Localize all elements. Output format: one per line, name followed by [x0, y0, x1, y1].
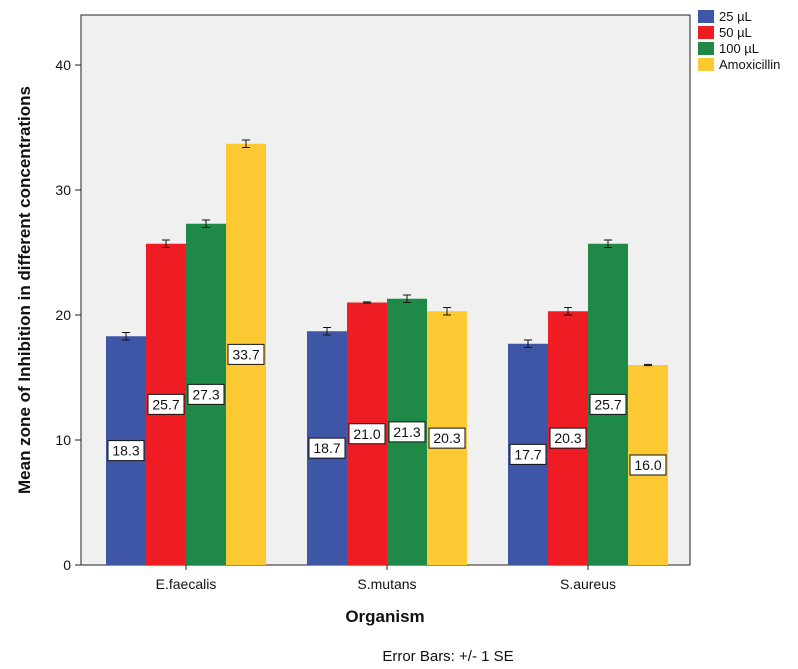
- y-axis-title: Mean zone of Inhibition in different con…: [15, 86, 34, 494]
- data-label-box: [308, 437, 346, 459]
- x-axis: E.faecalis S.mutans S.aureus: [156, 565, 616, 592]
- legend-swatch: [698, 58, 714, 71]
- y-tick-label: 0: [63, 557, 71, 573]
- x-axis-title: Organism: [345, 607, 424, 626]
- data-label: 20.3: [554, 430, 581, 446]
- data-labels: 18.3 18.7 17.7 25.7 21.0 20.3 27.3 21.3 25.7 33.7…: [107, 343, 667, 476]
- data-label: 18.3: [112, 443, 139, 459]
- legend-label: 50 µL: [719, 25, 752, 40]
- legend-swatch: [698, 26, 714, 39]
- data-label-box: [388, 421, 426, 443]
- x-tick-label: S.aureus: [560, 576, 616, 592]
- data-label-box: [187, 383, 225, 405]
- data-label: 25.7: [152, 396, 179, 412]
- data-label: 21.3: [393, 424, 420, 440]
- data-label: 21.0: [353, 426, 380, 442]
- data-label: 17.7: [514, 446, 541, 462]
- data-label: 25.7: [594, 396, 621, 412]
- data-label-box: [509, 443, 547, 465]
- data-label-box: [107, 440, 145, 462]
- data-label: 20.3: [433, 430, 460, 446]
- data-label-box: [227, 343, 265, 365]
- x-tick-label: E.faecalis: [156, 576, 217, 592]
- x-tick-label: S.mutans: [357, 576, 416, 592]
- legend-label: Amoxicillin: [719, 57, 780, 72]
- legend-swatch: [698, 10, 714, 23]
- data-label-box: [348, 423, 386, 445]
- y-tick-label: 20: [55, 307, 71, 323]
- y-tick-label: 30: [55, 182, 71, 198]
- data-label-box: [629, 454, 667, 476]
- data-label-box: [428, 427, 466, 449]
- data-label: 33.7: [232, 346, 259, 362]
- legend-swatch: [698, 42, 714, 55]
- legend-label: 25 µL: [719, 9, 752, 24]
- legend-label: 100 µL: [719, 41, 759, 56]
- error-bars: [122, 139, 652, 367]
- data-label-box: [549, 427, 587, 449]
- data-label-box: [589, 393, 627, 415]
- data-label: 16.0: [634, 457, 661, 473]
- data-label: 27.3: [192, 386, 219, 402]
- data-label-box: [147, 393, 185, 415]
- y-tick-label: 40: [55, 57, 71, 73]
- error-bars-footnote: Error Bars: +/- 1 SE: [382, 648, 513, 665]
- y-tick-label: 10: [55, 432, 71, 448]
- y-axis: 0 10 20 30 40: [55, 57, 81, 573]
- data-label: 18.7: [313, 440, 340, 456]
